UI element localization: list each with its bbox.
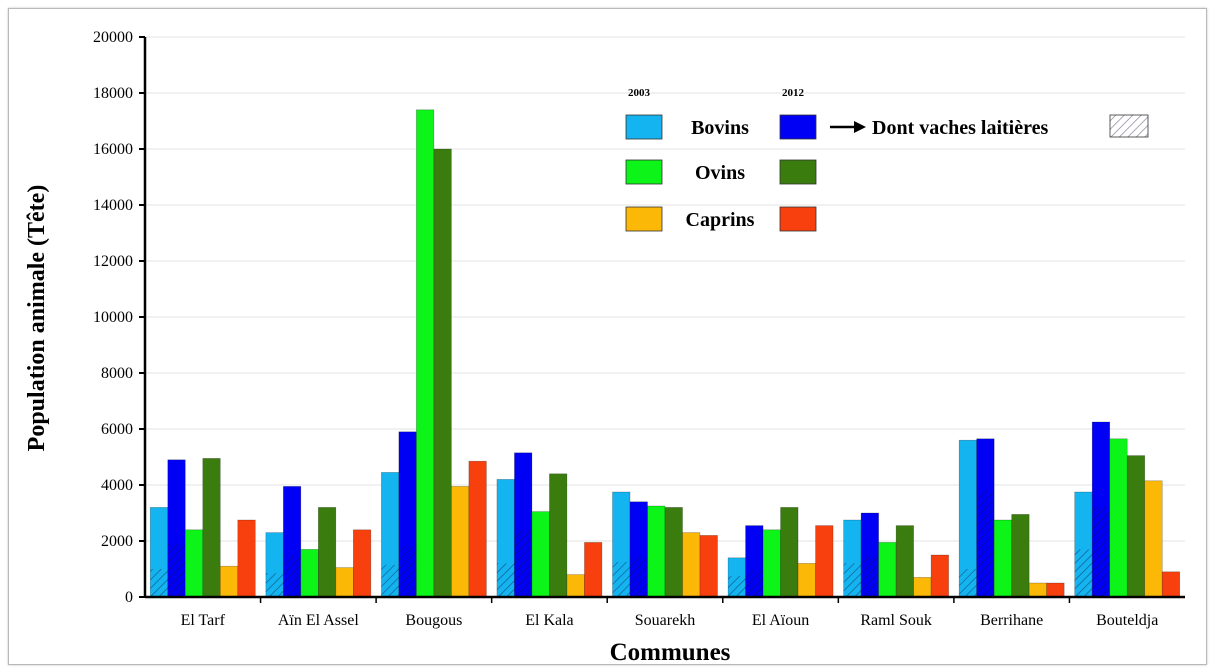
y-tick-label-14000: 14000 bbox=[93, 197, 133, 214]
y-tick-label-10000: 10000 bbox=[93, 309, 133, 326]
x-tick-label-bouteldja: Bouteldja bbox=[1096, 612, 1158, 629]
x-tick-label-bougous: Bougous bbox=[405, 612, 462, 629]
legend-swatch-ovins-2012 bbox=[779, 159, 817, 185]
x-tick-label-berrihane: Berrihane bbox=[980, 612, 1043, 629]
y-axis-title: Population animale (Tête) bbox=[24, 185, 50, 452]
bar-dairy-cows-2003-raml-souk bbox=[843, 563, 862, 597]
bar-caprins-2012-el-kala bbox=[584, 542, 603, 598]
bar-caprins-2012-bougous bbox=[468, 460, 487, 598]
bar-ovins-2012-el-aioun bbox=[780, 507, 799, 598]
bar-ovins-2003-bougous bbox=[416, 109, 435, 598]
legend-year-2003: 2003 bbox=[628, 87, 651, 99]
legend-swatch-bovins-2012 bbox=[779, 114, 817, 140]
bar-dairy-cows-2012-raml-souk bbox=[861, 556, 879, 597]
y-tick-label-20000: 20000 bbox=[93, 29, 133, 46]
x-tick-label-el-aioun: El Aïoun bbox=[752, 612, 809, 629]
y-tick-label-16000: 16000 bbox=[93, 141, 133, 158]
y-tick-label-4000: 4000 bbox=[101, 477, 133, 494]
y-tick-label-2000: 2000 bbox=[101, 533, 133, 550]
legend-year-2012: 2012 bbox=[782, 87, 805, 99]
bar-ovins-2012-ain-el-assel bbox=[318, 507, 337, 598]
bar-caprins-2003-berrihane bbox=[1028, 582, 1047, 598]
legend-arrow-head bbox=[854, 121, 866, 133]
bar-dairy-cows-2012-bougous bbox=[398, 546, 417, 597]
x-tick-label-el-kala: El Kala bbox=[525, 612, 573, 629]
bar-ovins-2012-bouteldja bbox=[1126, 455, 1146, 598]
bar-caprins-2003-bougous bbox=[451, 486, 470, 598]
bar-caprins-2012-raml-souk bbox=[930, 554, 949, 598]
bar-ovins-2012-raml-souk bbox=[895, 525, 914, 598]
bar-caprins-2012-el-aioun bbox=[815, 525, 834, 598]
bar-ovins-2003-ain-el-assel bbox=[300, 549, 319, 598]
bar-ovins-2003-bouteldja bbox=[1109, 438, 1128, 598]
bar-caprins-2003-raml-souk bbox=[913, 577, 932, 598]
y-tick-label-8000: 8000 bbox=[101, 365, 133, 382]
bar-caprins-2003-bouteldja bbox=[1144, 480, 1163, 598]
bar-dairy-cows-2012-ain-el-assel bbox=[283, 555, 301, 597]
legend-label-dairy-cows: Dont vaches laitières bbox=[872, 117, 1048, 139]
bar-ovins-2003-souarekh bbox=[647, 505, 666, 598]
legend-label-caprins: Caprins bbox=[686, 209, 755, 231]
bar-ovins-2012-bougous bbox=[433, 148, 452, 598]
bar-dairy-cows-2003-bougous bbox=[381, 564, 399, 597]
y-tick-label-6000: 6000 bbox=[101, 421, 133, 438]
legend: 2003 2012 Bovins Ovins Caprins Dont vaches la… bbox=[625, 87, 1149, 232]
bar-caprins-2003-souarekh bbox=[682, 532, 701, 598]
legend-label-bovins: Bovins bbox=[691, 117, 749, 139]
x-axis-title: Communes bbox=[610, 639, 731, 666]
bar-caprins-2003-el-kala bbox=[566, 574, 585, 598]
bar-dairy-cows-2003-el-kala bbox=[496, 563, 515, 597]
y-tick-label-12000: 12000 bbox=[93, 253, 133, 270]
bar-dairy-cows-2003-el-tarf bbox=[150, 569, 168, 597]
bar-caprins-2003-ain-el-assel bbox=[335, 567, 354, 598]
bar-dairy-cows-2012-berrihane bbox=[976, 490, 995, 597]
bar-caprins-2012-bouteldja bbox=[1161, 571, 1181, 598]
axes: 0 2000 4000 6000 8000 10000 12000 14000 16000 180… bbox=[93, 29, 1185, 629]
bar-dairy-cows-2012-souarekh bbox=[630, 556, 648, 597]
x-tick-label-souarekh: Souarekh bbox=[635, 612, 695, 629]
x-tick-label-raml-souk: Raml Souk bbox=[860, 612, 932, 629]
x-tick-label-el-tarf: El Tarf bbox=[181, 612, 226, 629]
bar-ovins-2003-el-aioun bbox=[762, 529, 781, 598]
y-tick-label-0: 0 bbox=[125, 589, 133, 606]
bar-dairy-cows-2003-berrihane bbox=[959, 569, 977, 597]
grid-lines bbox=[145, 36, 1185, 542]
bar-ovins-2003-raml-souk bbox=[878, 542, 897, 598]
bar-ovins-2003-el-kala bbox=[531, 511, 550, 598]
legend-swatch-dairy-cows bbox=[1110, 115, 1148, 137]
legend-swatch-ovins-2003 bbox=[625, 159, 663, 185]
bar-dairy-cows-2003-souarekh bbox=[612, 562, 630, 597]
bar-dairy-cows-2012-el-kala bbox=[514, 529, 532, 597]
bar-ovins-2012-el-kala bbox=[549, 473, 568, 598]
bar-dairy-cows-2012-el-tarf bbox=[167, 543, 186, 597]
y-tick-label-18000: 18000 bbox=[93, 85, 133, 102]
bar-dairy-cows-2012-el-aioun bbox=[745, 570, 764, 597]
bar-dairy-cows-2003-bouteldja bbox=[1074, 549, 1093, 597]
bar-ovins-2012-souarekh bbox=[664, 507, 683, 598]
legend-label-ovins: Ovins bbox=[695, 162, 745, 184]
bar-ovins-2012-el-tarf bbox=[202, 458, 221, 598]
legend-swatch-caprins-2012 bbox=[779, 206, 817, 232]
bar-ovins-2003-el-tarf bbox=[184, 529, 204, 598]
bar-dairy-cows-2012-bouteldja bbox=[1092, 507, 1110, 597]
bar-caprins-2003-el-aioun bbox=[797, 563, 816, 598]
legend-swatch-caprins-2003 bbox=[625, 206, 663, 232]
bar-dairy-cows-2003-el-aioun bbox=[728, 576, 746, 597]
bar-caprins-2012-ain-el-assel bbox=[353, 529, 372, 598]
bar-dairy-cows-2003-ain-el-assel bbox=[265, 573, 284, 597]
bar-caprins-2003-el-tarf bbox=[219, 565, 239, 598]
bar-ovins-2012-berrihane bbox=[1011, 514, 1030, 598]
bar-caprins-2012-berrihane bbox=[1046, 582, 1065, 598]
legend-swatch-bovins-2003 bbox=[625, 114, 663, 140]
bar-caprins-2012-souarekh bbox=[699, 535, 718, 598]
bars bbox=[149, 109, 1181, 598]
bar-caprins-2012-el-tarf bbox=[237, 519, 256, 598]
x-tick-label-ain-el-assel: Aïn El Assel bbox=[278, 612, 359, 629]
bar-ovins-2003-berrihane bbox=[993, 519, 1012, 598]
